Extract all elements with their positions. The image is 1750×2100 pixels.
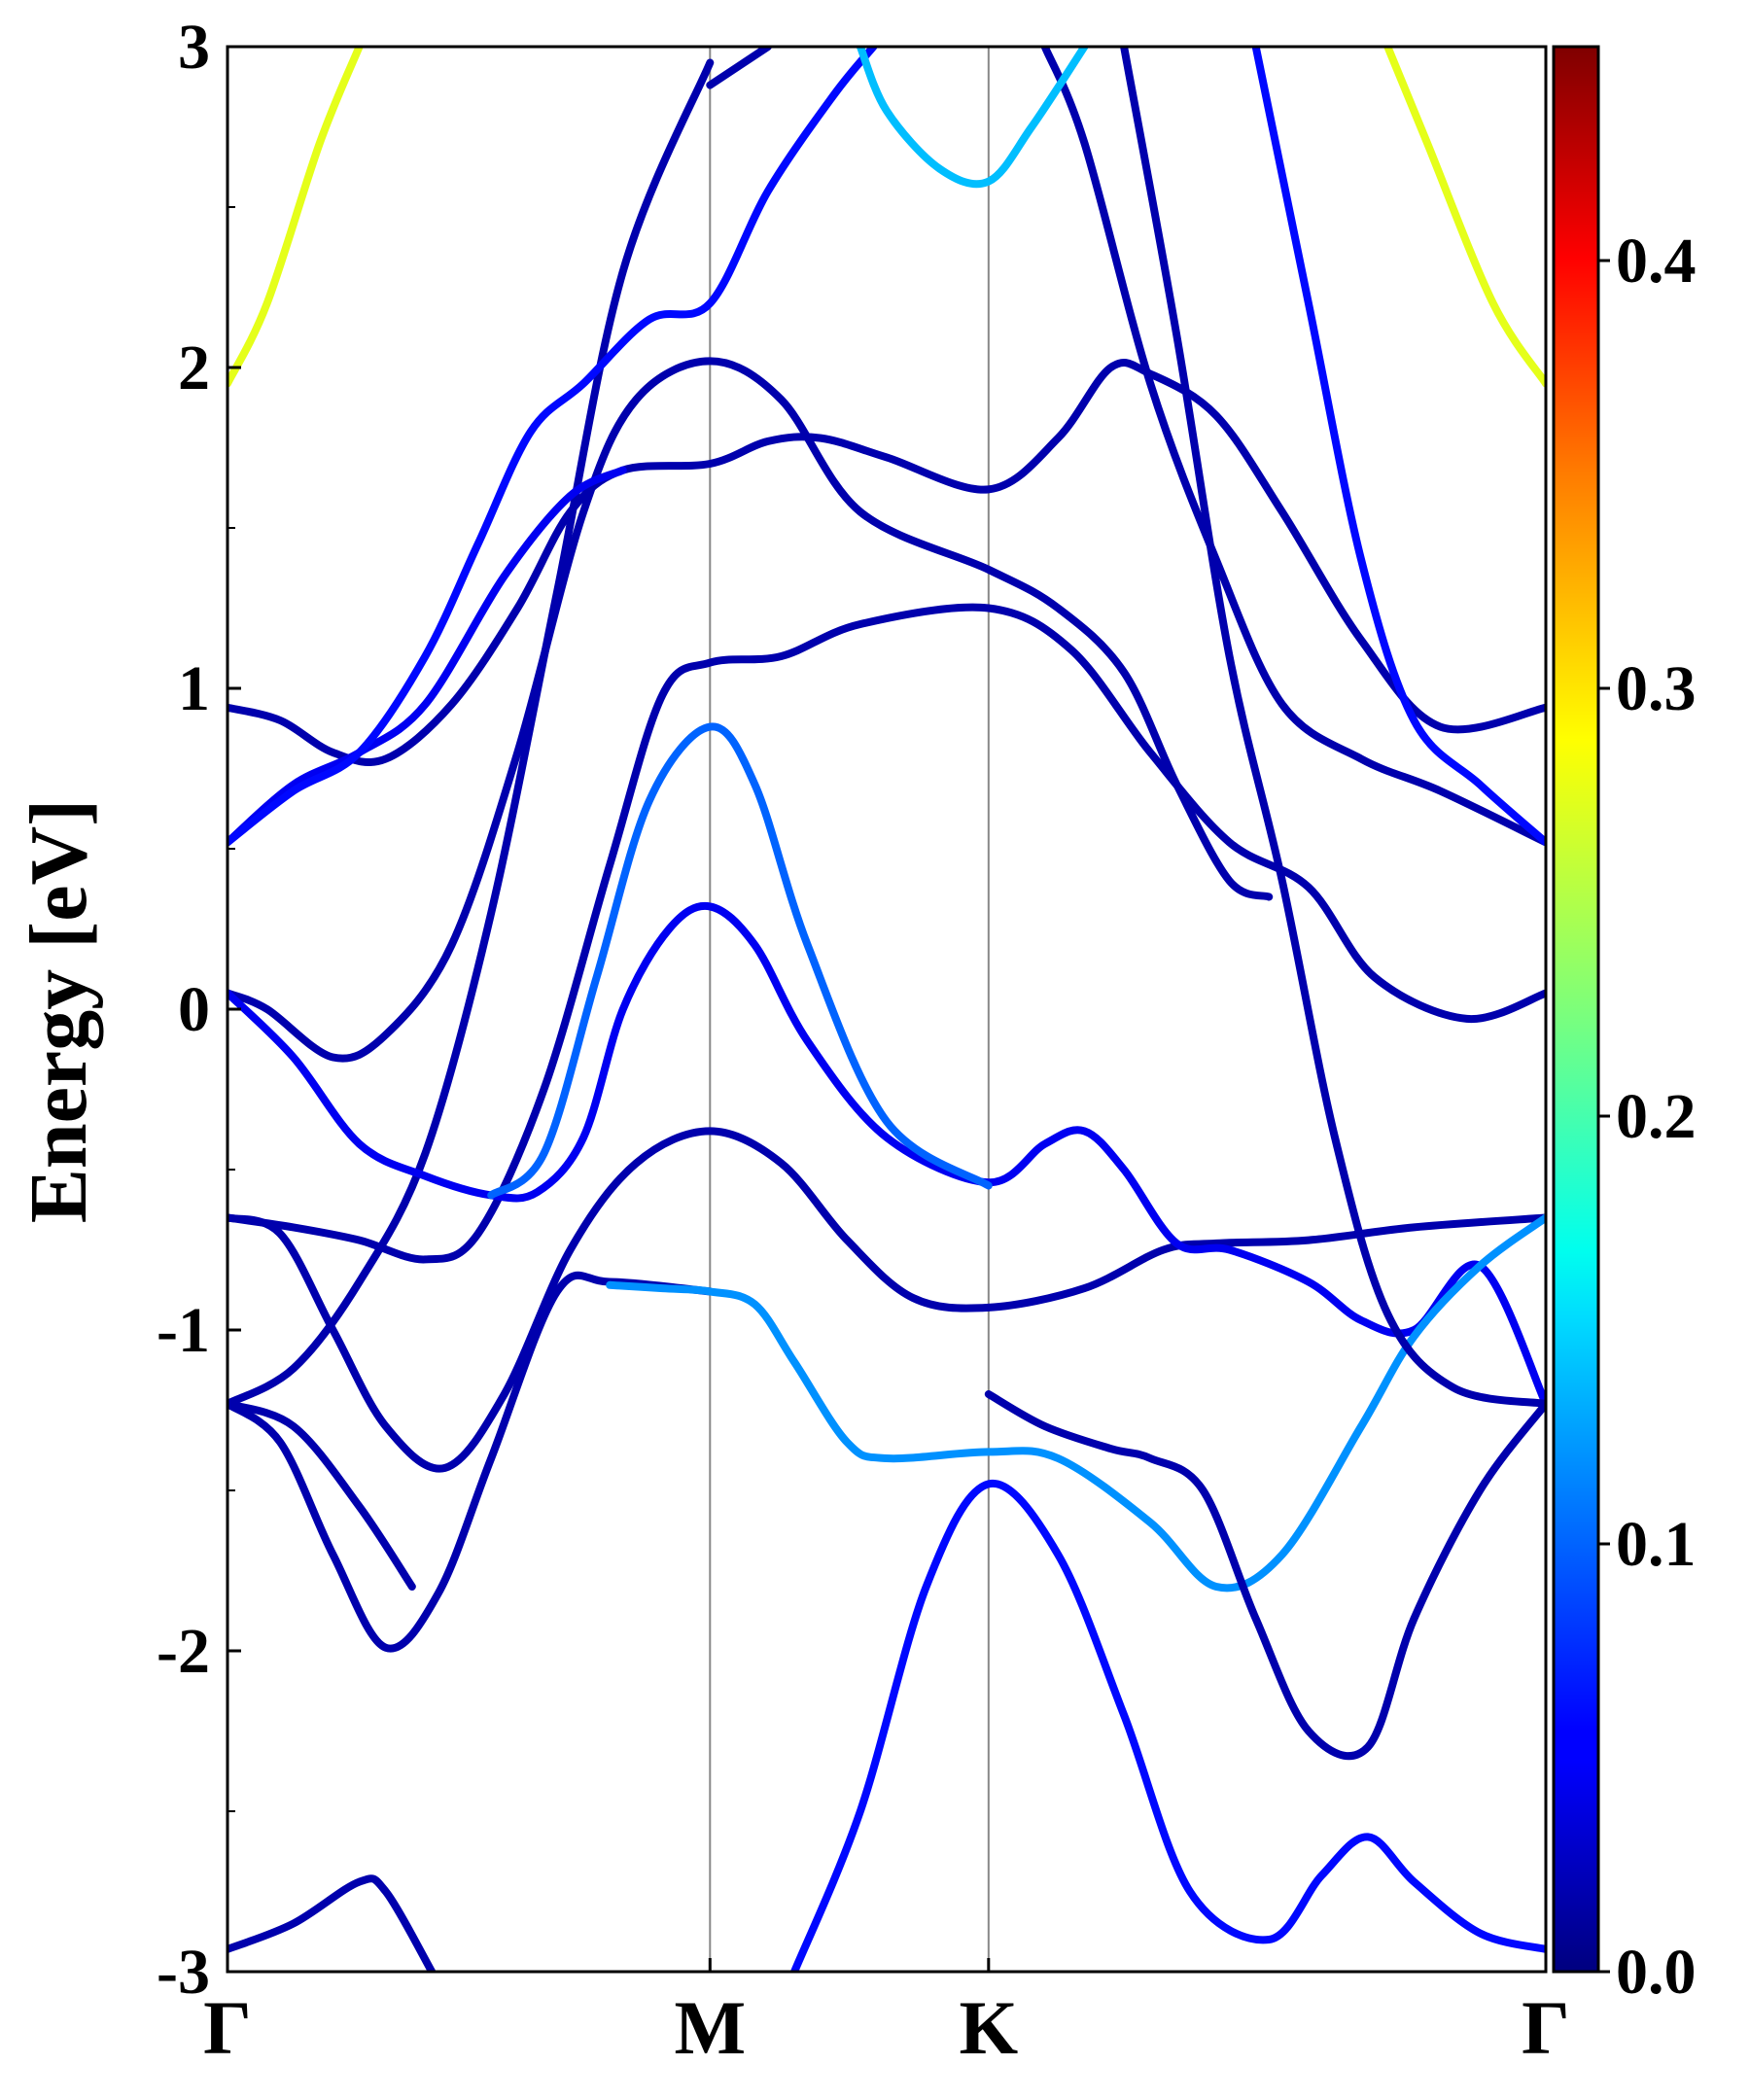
k-point-label: Γ — [1522, 1985, 1570, 2070]
colorbar-tick-label: 0.3 — [1616, 653, 1697, 724]
band-line-2 — [228, 58, 715, 1408]
band-line-18 — [1251, 47, 1546, 847]
band-line-6 — [228, 359, 1546, 766]
y-tick-label: -1 — [157, 1295, 210, 1366]
band-line-20 — [228, 47, 364, 388]
colorbar-tick-label: 0.0 — [1616, 1937, 1697, 2008]
band-line-16 — [1120, 47, 1546, 1408]
band-line-4 — [228, 603, 1546, 1264]
band-line-8 — [228, 901, 1546, 1408]
high-symmetry-lines — [709, 47, 990, 1972]
colorbar-tick-label: 0.4 — [1616, 226, 1697, 297]
band-line-7 — [228, 466, 627, 847]
colorbar — [1552, 45, 1600, 1974]
band-line-11 — [487, 722, 993, 1200]
k-point-label: M — [674, 1985, 746, 2070]
band-line-10 — [606, 1213, 1546, 1592]
band-line-0 — [228, 1874, 437, 1972]
y-axis: -3 -2 -1 0 1 2 3 — [157, 12, 241, 2008]
band-line-9 — [228, 47, 878, 847]
colorbar-ticks: 0.0 0.1 0.2 0.3 0.4 — [1598, 226, 1697, 2008]
y-tick-label: 3 — [178, 12, 210, 83]
y-tick-label: -2 — [157, 1616, 210, 1687]
y-tick-label: 0 — [178, 974, 210, 1045]
band-line-14 — [984, 1390, 1546, 1761]
k-point-label: K — [959, 1985, 1018, 2070]
k-point-label: Γ — [203, 1985, 252, 2070]
band-line-15 — [706, 47, 772, 89]
band-line-3 — [228, 1127, 1546, 1473]
band-line-21 — [1383, 47, 1546, 388]
colorbar-tick-label: 0.1 — [1616, 1509, 1697, 1580]
y-tick-label: 2 — [178, 332, 210, 403]
colorbar-tick-label: 0.2 — [1616, 1081, 1697, 1152]
plot-frame — [226, 45, 1548, 1974]
band-line-13 — [790, 1479, 1546, 1972]
band-line-17 — [1040, 47, 1546, 847]
band-line-5 — [228, 357, 1274, 1063]
bands-group — [228, 47, 1546, 1972]
y-tick-label: -3 — [157, 1937, 210, 2008]
y-tick-label: 1 — [178, 653, 210, 724]
band-line-1 — [228, 1271, 715, 1653]
band-line-19 — [856, 47, 1089, 189]
band-line-12 — [228, 1399, 416, 1591]
y-axis-label: Energy [eV] — [14, 799, 104, 1223]
